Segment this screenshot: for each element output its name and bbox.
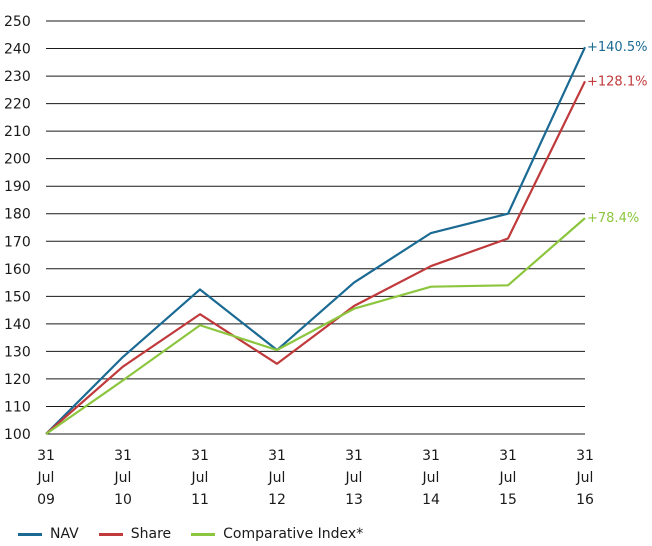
x-tick-label-line: 10	[114, 492, 132, 508]
x-tick-label-line: 14	[422, 492, 440, 508]
legend-label-nav: NAV	[50, 526, 79, 542]
x-axis-tick-labels: 31 Jul 09 31 Jul 10 31 Jul 11 31 Jul 12 31 Jul 13 31 Jul…	[37, 448, 594, 508]
series-end-label: +78.4%	[587, 211, 639, 226]
y-tick-label: 110	[4, 399, 31, 415]
x-tick-label-line: Jul	[576, 470, 594, 486]
series-line-share	[45, 80, 586, 435]
x-tick-label: 31 Jul 14	[422, 448, 440, 508]
y-tick-label: 240	[4, 42, 31, 58]
x-tick-label: 31 Jul 15	[499, 448, 517, 508]
x-tick-label: 31 Jul 11	[191, 448, 209, 508]
x-tick-label-line: Jul	[114, 470, 132, 486]
x-tick-label-line: 31	[191, 448, 209, 464]
legend-item-comparative-index: Comparative Index*	[191, 526, 363, 542]
series-line-comparative-index	[45, 217, 586, 435]
x-tick-label-line: 31	[422, 448, 440, 464]
x-tick-label-line: 13	[345, 492, 363, 508]
x-tick-label-line: Jul	[268, 470, 286, 486]
x-tick-label-line: Jul	[37, 470, 55, 486]
legend-item-share: Share	[98, 526, 172, 542]
series-end-label: +128.1%	[587, 74, 647, 89]
y-tick-label: 130	[4, 344, 31, 360]
x-tick-label: 31 Jul 12	[268, 448, 286, 508]
x-tick-label: 31 Jul 16	[576, 448, 594, 508]
x-tick-label-line: 31	[268, 448, 286, 464]
x-tick-label: 31 Jul 10	[114, 448, 132, 508]
x-tick-label-line: 31	[499, 448, 517, 464]
series-lines	[45, 46, 586, 435]
legend-label-share: Share	[130, 526, 172, 542]
x-tick-label-line: Jul	[499, 470, 517, 486]
legend-swatch-comparative-index	[191, 532, 216, 536]
x-tick-label: 31 Jul 13	[345, 448, 363, 508]
y-tick-label: 140	[4, 317, 31, 333]
series-end-label: +140.5%	[587, 40, 647, 55]
y-tick-label: 210	[4, 124, 31, 140]
x-tick-label-line: 16	[576, 492, 594, 508]
series-end-labels: +140.5% +128.1% +78.4%	[587, 40, 647, 226]
y-tick-label: 220	[4, 97, 31, 113]
y-tick-label: 190	[4, 179, 31, 195]
y-tick-label: 100	[4, 427, 31, 443]
x-tick-label-line: 31	[576, 448, 594, 464]
legend: NAV Share Comparative Index*	[18, 526, 363, 542]
legend-label-comparative-index: Comparative Index*	[223, 526, 364, 542]
x-tick-label-line: 15	[499, 492, 517, 508]
y-tick-label: 180	[4, 207, 31, 223]
legend-item-nav: NAV	[18, 526, 79, 542]
x-tick-label: 31 Jul 09	[37, 448, 55, 508]
y-tick-label: 160	[4, 262, 31, 278]
x-tick-label-line: Jul	[345, 470, 363, 486]
y-axis-tick-labels: 100 110 120 130 140 150 160 170 180 190 200 210 220 2…	[4, 14, 31, 443]
y-tick-label: 170	[4, 234, 31, 250]
x-tick-label-line: 09	[37, 492, 55, 508]
y-tick-label: 120	[4, 372, 31, 388]
y-tick-label: 250	[4, 14, 31, 30]
legend-swatch-nav	[18, 532, 42, 536]
x-tick-label-line: 31	[345, 448, 363, 464]
series-line-nav	[45, 46, 586, 435]
x-tick-label-line: Jul	[191, 470, 209, 486]
x-tick-label-line: Jul	[422, 470, 440, 486]
x-tick-label-line: 31	[114, 448, 132, 464]
x-tick-label-line: 31	[37, 448, 55, 464]
legend-swatch-share	[98, 532, 123, 536]
y-tick-label: 230	[4, 69, 31, 85]
x-tick-label-line: 12	[268, 492, 286, 508]
y-tick-label: 200	[4, 152, 31, 168]
gridlines	[46, 20, 585, 435]
y-tick-label: 150	[4, 289, 31, 305]
x-tick-label-line: 11	[191, 492, 209, 508]
